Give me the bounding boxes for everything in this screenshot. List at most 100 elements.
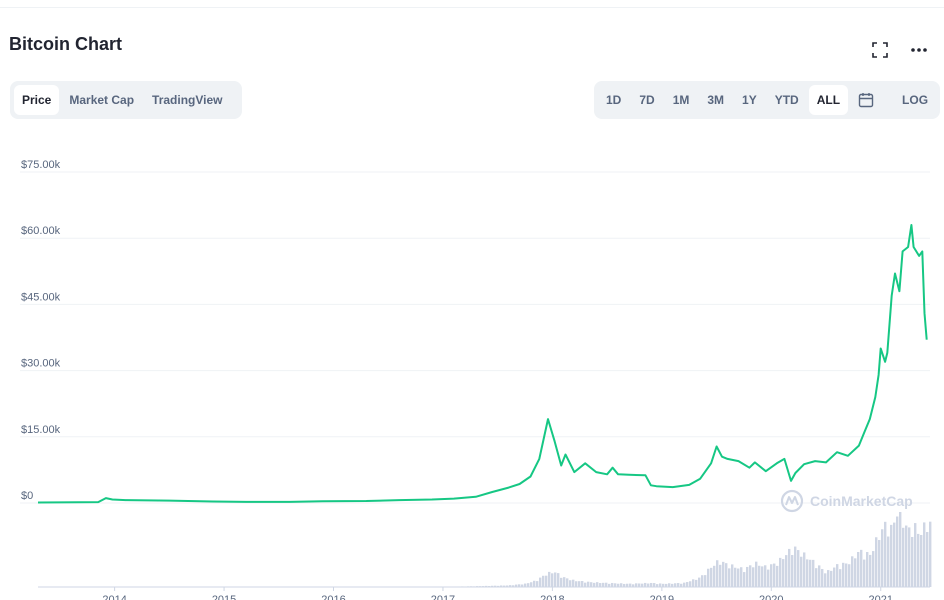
volume-bar bbox=[569, 580, 572, 587]
range-7d[interactable]: 7D bbox=[639, 93, 655, 107]
volume-bar bbox=[827, 570, 830, 587]
volume-bar bbox=[470, 586, 473, 587]
volume-bar bbox=[674, 583, 677, 587]
volume-bar bbox=[896, 516, 899, 587]
volume-bar bbox=[821, 568, 824, 587]
volume-bar bbox=[782, 559, 785, 587]
y-axis-ticks: $0 $15.00k $30.00k $45.00k $60.00k $75.00k bbox=[21, 159, 61, 502]
volume-bar bbox=[563, 577, 566, 587]
volume-bar bbox=[887, 536, 890, 587]
volume-bar bbox=[914, 523, 917, 587]
tab-price[interactable]: Price bbox=[14, 85, 60, 115]
volume-bar bbox=[779, 557, 782, 587]
volume-bar bbox=[710, 567, 713, 587]
volume-bar bbox=[620, 583, 623, 587]
volume-bar bbox=[668, 583, 671, 587]
volume-bar bbox=[476, 586, 479, 587]
grid-lines bbox=[20, 171, 930, 588]
volume-bar bbox=[473, 586, 476, 587]
volume-bar bbox=[878, 540, 881, 587]
volume-bar bbox=[539, 577, 542, 587]
volume-bar bbox=[719, 564, 722, 587]
volume-bars bbox=[434, 512, 932, 587]
volume-bar bbox=[905, 525, 908, 587]
volume-bar bbox=[872, 551, 875, 587]
volume-bar bbox=[806, 559, 809, 587]
volume-bar bbox=[833, 567, 836, 587]
y-tick-label: $75.00k bbox=[21, 159, 61, 171]
volume-bar bbox=[680, 583, 683, 587]
volume-bar bbox=[866, 552, 869, 587]
volume-bar bbox=[650, 582, 653, 587]
volume-bar bbox=[635, 583, 638, 587]
calendar-icon[interactable] bbox=[850, 85, 882, 115]
volume-bar bbox=[836, 564, 839, 587]
range-all[interactable]: ALL bbox=[808, 85, 849, 115]
volume-bar bbox=[809, 559, 812, 587]
log-scale-toggle[interactable]: LOG bbox=[902, 93, 929, 107]
range-1m[interactable]: 1M bbox=[672, 93, 690, 107]
volume-bar bbox=[581, 580, 584, 587]
top-divider bbox=[0, 0, 944, 8]
volume-bar bbox=[587, 581, 590, 587]
chart-title: Bitcoin Chart bbox=[9, 34, 123, 54]
volume-bar bbox=[482, 586, 485, 587]
volume-bar bbox=[590, 582, 593, 587]
volume-bar bbox=[497, 585, 500, 587]
volume-bar bbox=[926, 532, 929, 587]
volume-bar bbox=[848, 564, 851, 587]
volume-bar bbox=[560, 577, 563, 587]
volume-bar bbox=[575, 581, 578, 587]
volume-bar bbox=[920, 534, 923, 587]
volume-bar bbox=[824, 573, 827, 587]
volume-bar bbox=[626, 583, 629, 587]
watermark-text: CoinMarketCap bbox=[810, 493, 913, 509]
volume-bar bbox=[509, 585, 512, 587]
volume-bar bbox=[740, 567, 743, 587]
y-tick-label: $60.00k bbox=[21, 225, 61, 237]
x-tick-label: 2019 bbox=[650, 594, 674, 600]
volume-bar bbox=[554, 572, 557, 587]
range-3m[interactable]: 3M bbox=[707, 93, 725, 107]
volume-bar bbox=[686, 582, 689, 587]
volume-bar bbox=[584, 582, 587, 587]
volume-bar bbox=[629, 583, 632, 587]
volume-bar bbox=[725, 563, 728, 587]
volume-bar bbox=[704, 575, 707, 587]
volume-bar bbox=[503, 585, 506, 587]
volume-bar bbox=[461, 586, 464, 587]
range-1d[interactable]: 1D bbox=[606, 93, 622, 107]
volume-bar bbox=[773, 563, 776, 587]
volume-bar bbox=[854, 558, 857, 587]
tab-market-cap[interactable]: Market Cap bbox=[69, 93, 135, 107]
volume-bar bbox=[794, 546, 797, 587]
volume-bar bbox=[857, 551, 860, 587]
view-tab-group: Price Market Cap TradingView bbox=[10, 81, 242, 119]
more-horizontal-icon[interactable] bbox=[907, 38, 931, 62]
x-tick-label: 2014 bbox=[102, 594, 126, 600]
range-ytd[interactable]: YTD bbox=[774, 93, 799, 107]
volume-bar bbox=[605, 582, 608, 587]
volume-bar bbox=[929, 521, 932, 587]
volume-bar bbox=[638, 583, 641, 587]
volume-bar bbox=[800, 556, 803, 587]
volume-bar bbox=[749, 565, 752, 587]
volume-bar bbox=[515, 584, 518, 587]
volume-bar bbox=[818, 565, 821, 587]
volume-bar bbox=[641, 583, 644, 587]
tab-tradingview[interactable]: TradingView bbox=[152, 93, 223, 107]
range-1y[interactable]: 1Y bbox=[742, 93, 757, 107]
x-tick-label: 2015 bbox=[212, 594, 236, 600]
volume-bar bbox=[776, 565, 779, 587]
fullscreen-icon[interactable] bbox=[868, 38, 892, 62]
volume-bar bbox=[734, 567, 737, 587]
volume-bar bbox=[851, 556, 854, 587]
volume-bar bbox=[632, 584, 635, 587]
volume-bar bbox=[593, 582, 596, 587]
x-tick-label: 2017 bbox=[431, 594, 455, 600]
volume-bar bbox=[548, 571, 551, 587]
coinmarketcap-logo-icon bbox=[780, 489, 804, 513]
volume-bar bbox=[518, 584, 521, 587]
volume-bar bbox=[770, 564, 773, 587]
